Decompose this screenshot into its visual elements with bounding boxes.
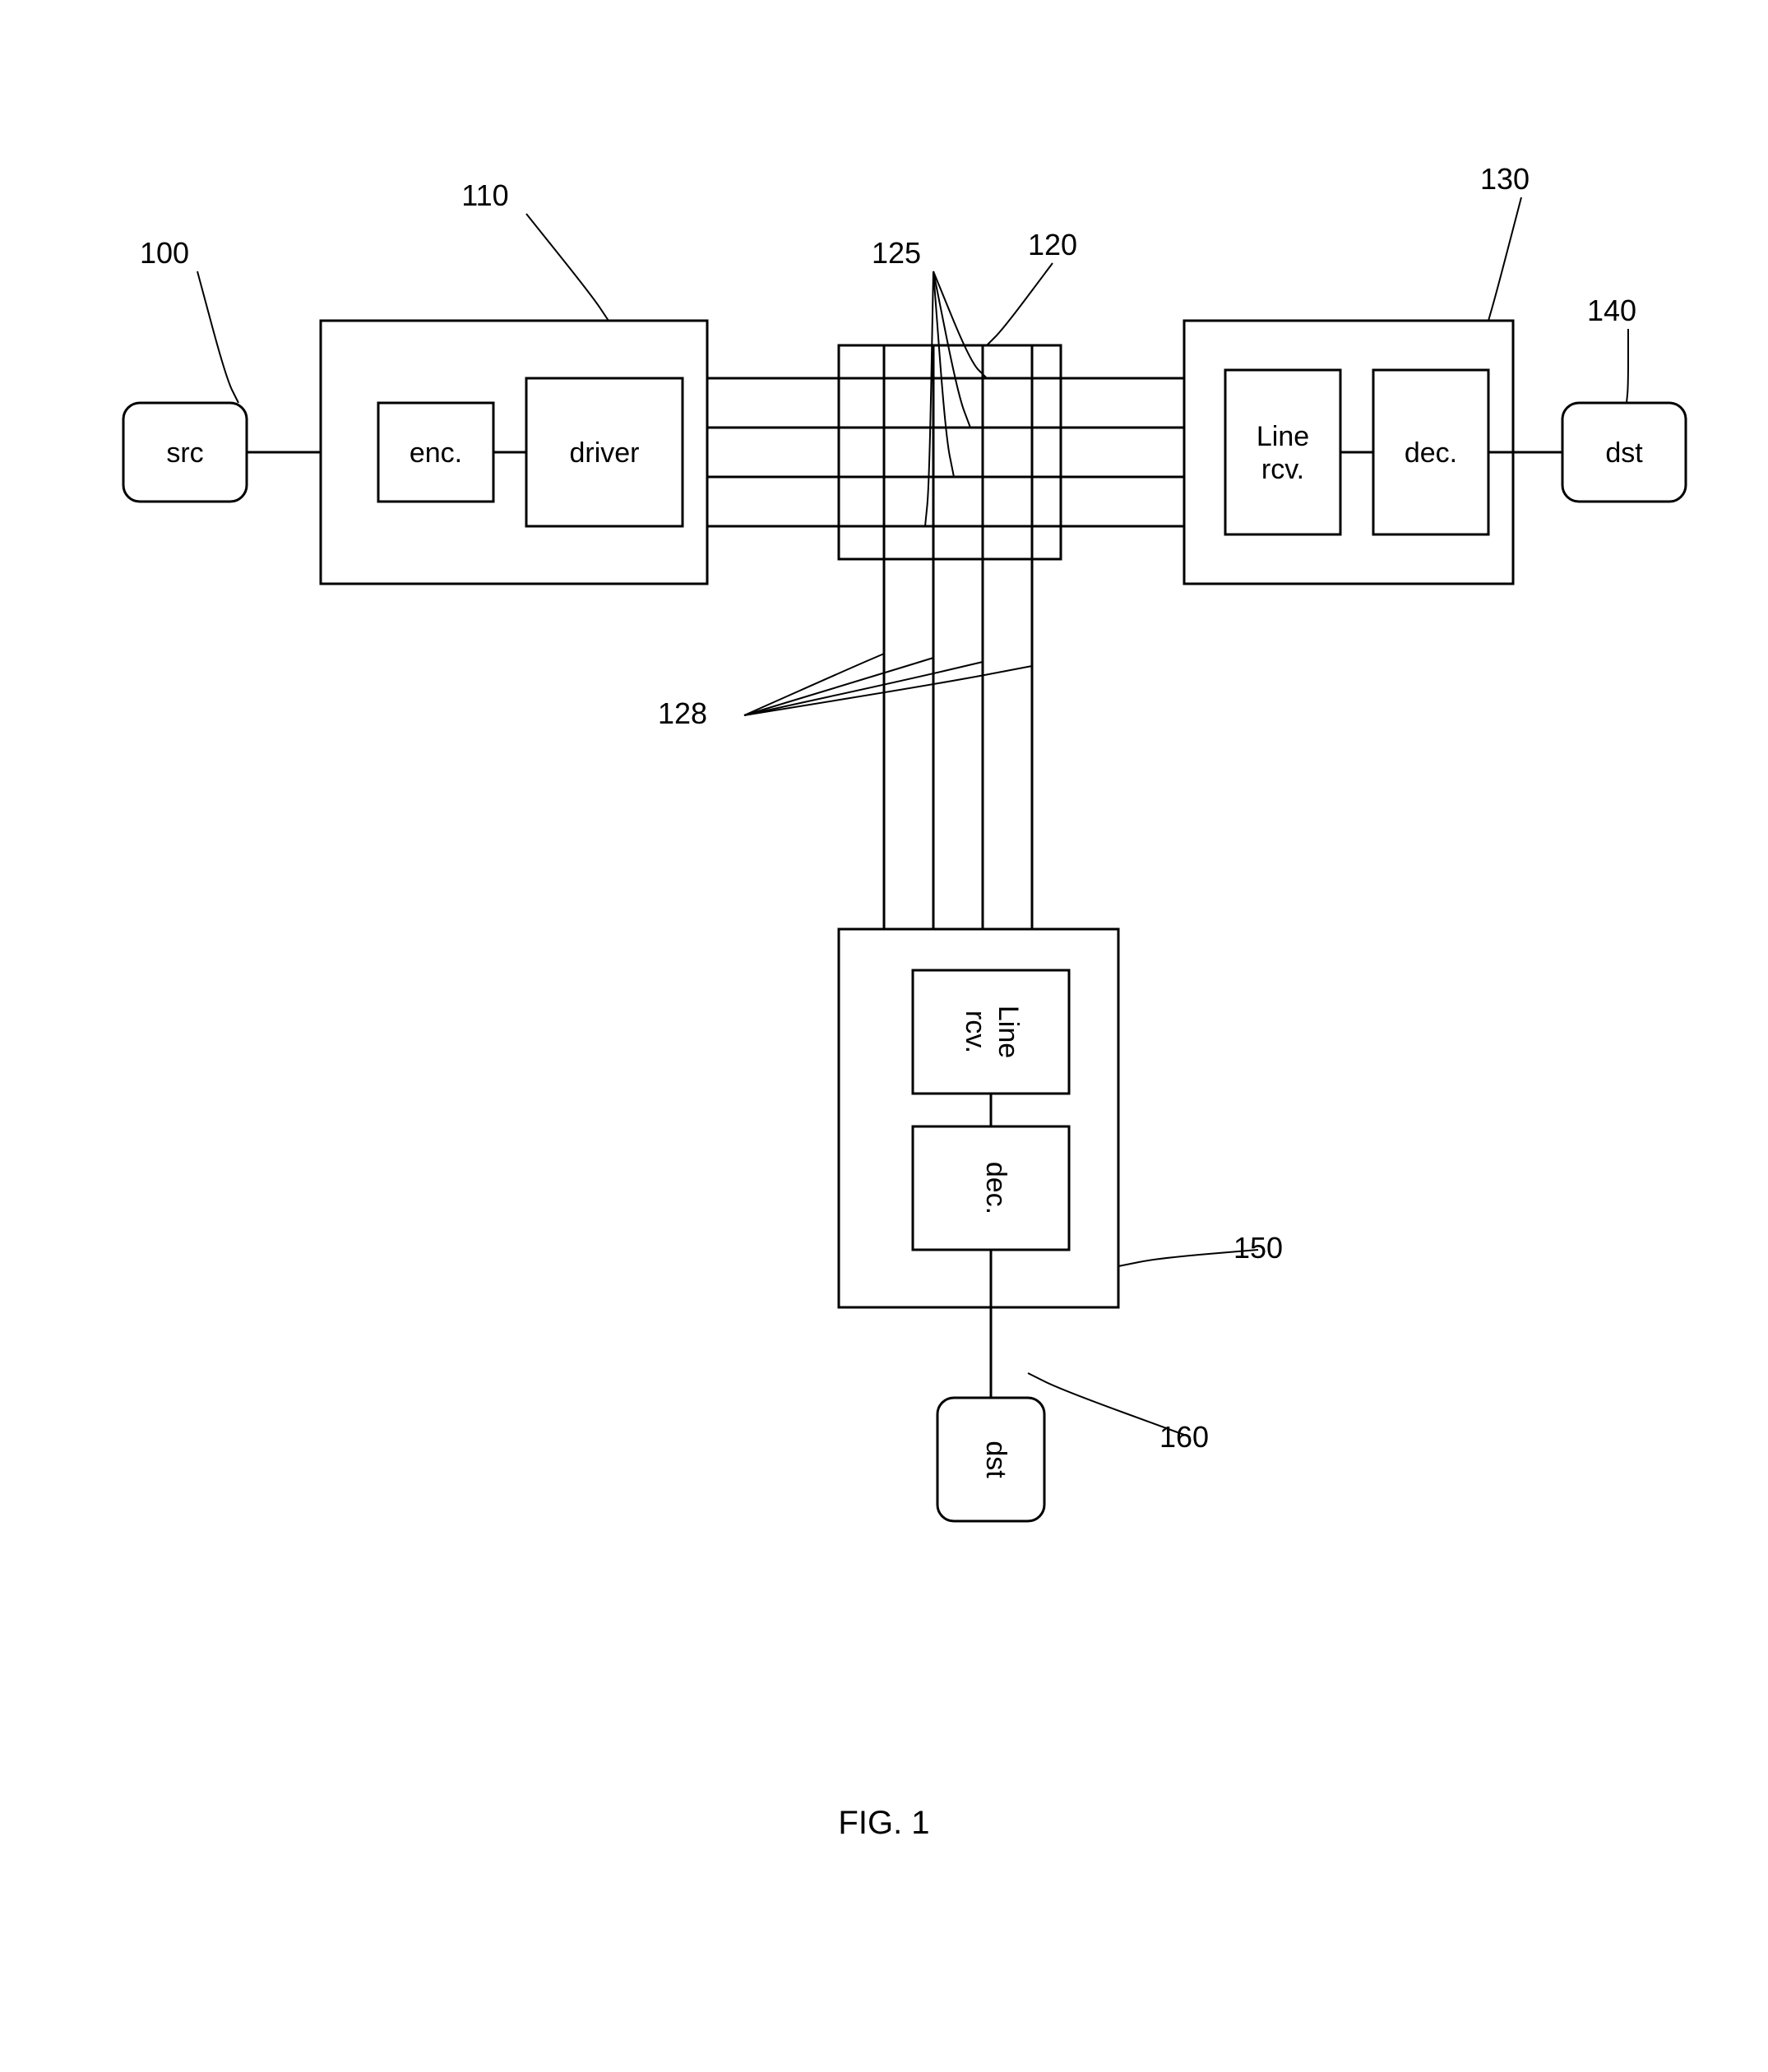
svg-text:150: 150 <box>1233 1231 1283 1265</box>
svg-text:dec.: dec. <box>1405 437 1457 469</box>
svg-text:FIG. 1: FIG. 1 <box>838 1805 929 1841</box>
svg-text:dst: dst <box>1605 437 1643 469</box>
svg-text:driver: driver <box>569 437 639 469</box>
svg-text:100: 100 <box>140 236 189 270</box>
svg-text:Line: Line <box>993 1006 1024 1058</box>
svg-text:src: src <box>166 437 203 469</box>
svg-text:128: 128 <box>658 696 707 730</box>
svg-text:120: 120 <box>1028 228 1077 261</box>
svg-text:enc.: enc. <box>410 437 462 469</box>
svg-text:110: 110 <box>461 178 508 212</box>
svg-text:160: 160 <box>1159 1420 1209 1454</box>
svg-text:dec.: dec. <box>980 1162 1011 1214</box>
svg-text:125: 125 <box>872 236 921 270</box>
svg-text:Line: Line <box>1257 421 1309 452</box>
svg-text:rcv.: rcv. <box>960 1011 991 1053</box>
svg-text:140: 140 <box>1587 294 1636 327</box>
svg-text:rcv.: rcv. <box>1261 454 1304 485</box>
svg-text:130: 130 <box>1480 162 1530 196</box>
svg-text:dst: dst <box>980 1441 1011 1478</box>
